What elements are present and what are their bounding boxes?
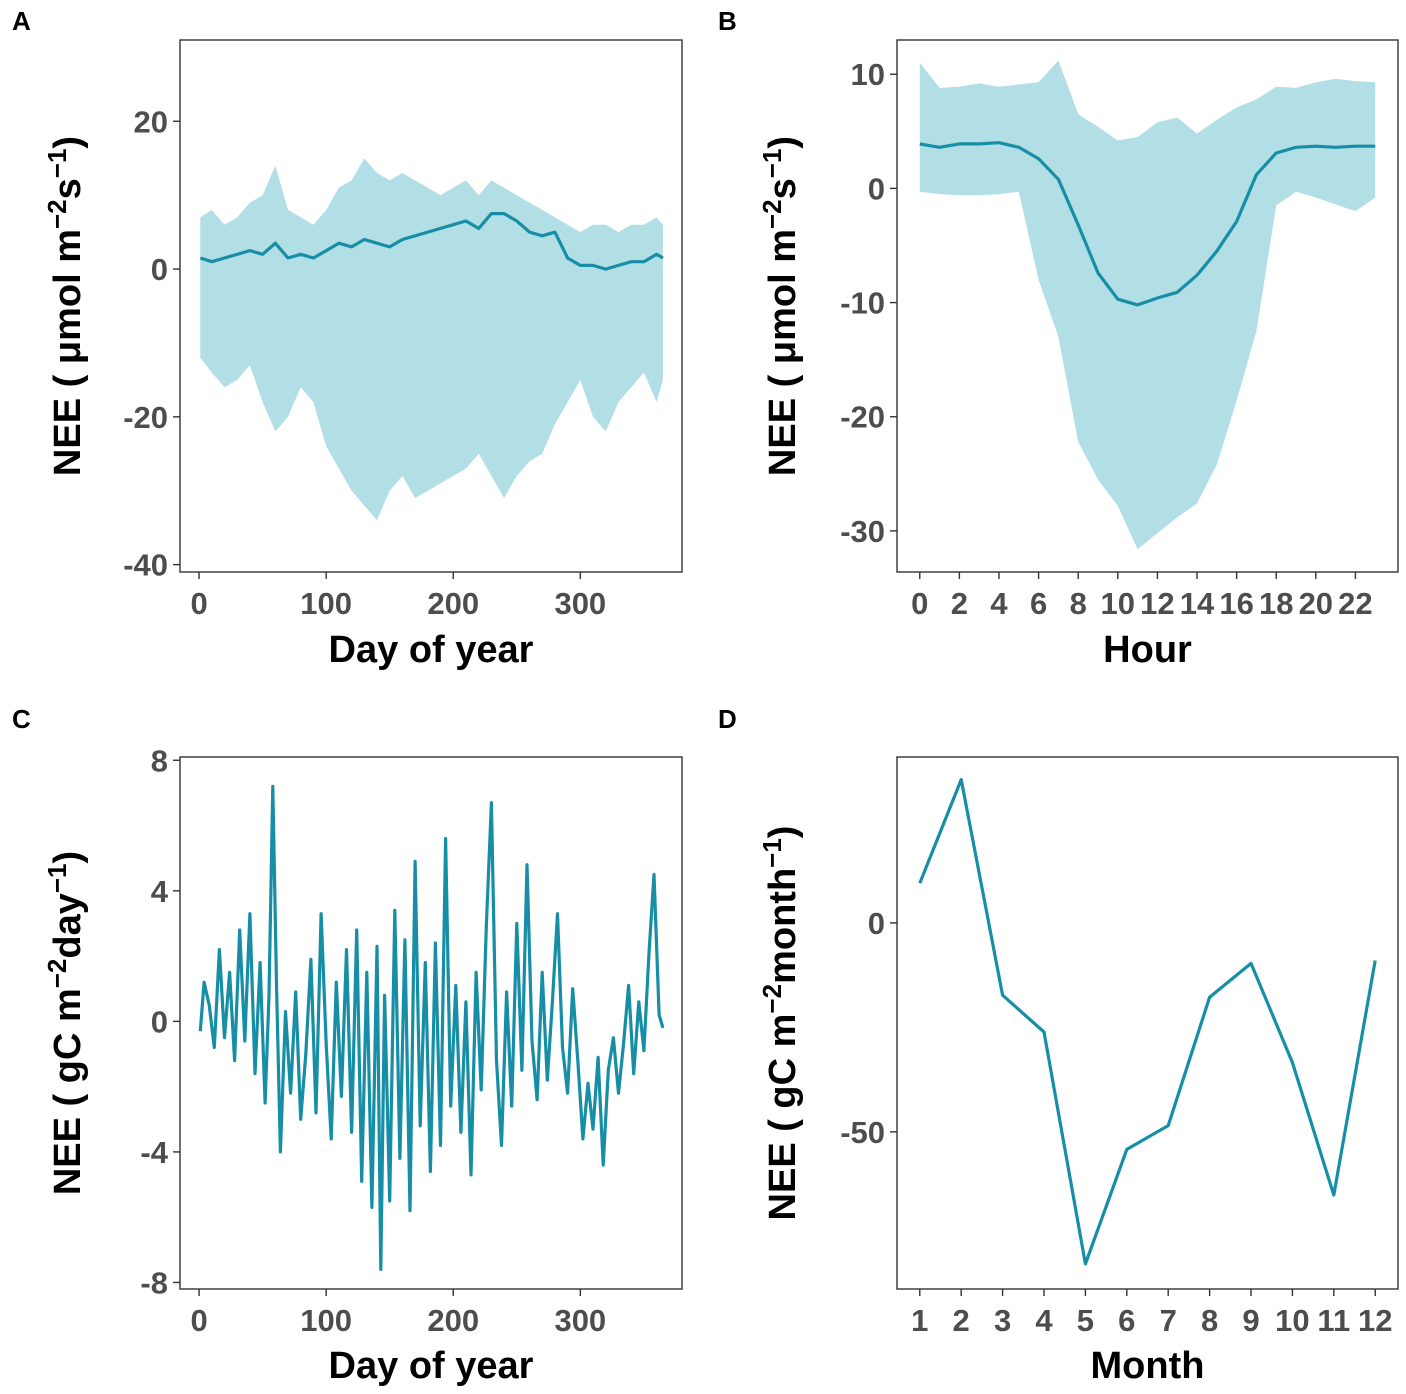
y-tick-label: 10 (851, 57, 885, 92)
x-tick-label: 4 (990, 586, 1008, 621)
range-band (200, 158, 663, 521)
y-axis-title: NEE ( μmol m−2s−1) (42, 136, 89, 476)
x-tick-label: 10 (1275, 1303, 1309, 1338)
plot-frame (896, 756, 1399, 1290)
y-axis-title-mid: month (762, 868, 804, 984)
range-band (919, 60, 1376, 550)
y-axis-title-main: NEE ( gC m (47, 988, 89, 1195)
y-axis-title-main: NEE ( μmol m (47, 229, 89, 476)
y-tick-label: 0 (868, 171, 885, 206)
x-tick-label: 14 (1180, 586, 1215, 621)
y-tick-label: -20 (840, 400, 885, 435)
y-axis-title: NEE ( μmol m−2s−1) (757, 136, 804, 476)
x-axis-title: Day of year (329, 1345, 534, 1387)
y-tick-label: -30 (840, 514, 885, 549)
x-tick-label: 0 (190, 586, 207, 621)
x-tick-label: 8 (1070, 586, 1087, 621)
x-tick-label: 2 (953, 1303, 970, 1338)
x-tick-label: 3 (994, 1303, 1011, 1338)
plot-frame (179, 756, 683, 1290)
y-axis-title-sup2: −1 (42, 149, 72, 179)
x-tick-label: 200 (427, 586, 479, 621)
y-tick-label: 4 (151, 874, 169, 909)
y-axis-title-end: ) (47, 136, 89, 149)
y-tick-label: -20 (123, 400, 168, 435)
y-tick-label: -8 (140, 1265, 168, 1300)
series-line (919, 141, 1376, 307)
y-tick-label: 0 (868, 906, 885, 941)
series-line (198, 784, 665, 1271)
y-axis-title-mid: s (762, 178, 804, 199)
x-tick-label: 6 (1030, 586, 1047, 621)
x-tick-label: 11 (1317, 1303, 1350, 1338)
panel-a: A 0 100 200 300 -40 -20 0 20 Day of year NEE ( μmo… (12, 6, 683, 671)
y-tick-label: 20 (134, 104, 168, 139)
x-tick-label: 16 (1219, 586, 1253, 621)
x-tick-label: 10 (1101, 586, 1135, 621)
x-tick-label: 5 (1077, 1303, 1094, 1338)
y-axis-title-end: ) (762, 136, 804, 149)
series-line (199, 212, 664, 271)
x-tick-label: 300 (554, 1303, 606, 1338)
y-axis-title-main: NEE ( gC m (762, 1014, 804, 1221)
y-axis-title-sup2: −1 (42, 863, 72, 893)
plot-frame (896, 39, 1399, 573)
x-tick-label: 9 (1242, 1303, 1259, 1338)
y-axis-title: NEE ( gC m−2day−1) (42, 851, 89, 1195)
y-axis-title-main: NEE ( μmol m (762, 229, 804, 476)
y-tick-label: 0 (151, 1004, 168, 1039)
y-tick-label: -10 (840, 286, 885, 321)
x-tick-label: 200 (427, 1303, 479, 1338)
x-tick-label: 22 (1338, 586, 1372, 621)
x-tick-label: 18 (1259, 586, 1293, 621)
x-axis-title: Hour (1103, 629, 1192, 671)
x-tick-label: 0 (911, 586, 928, 621)
x-tick-label: 0 (190, 1303, 207, 1338)
x-tick-label: 4 (1035, 1303, 1053, 1338)
y-tick-label: -40 (123, 548, 168, 583)
x-tick-label: 1 (911, 1303, 928, 1338)
panel-label: B (718, 6, 737, 36)
panel-label: A (12, 6, 31, 36)
y-axis-title-sup2: −1 (757, 838, 787, 868)
x-tick-label: 100 (300, 1303, 352, 1338)
x-axis-title: Month (1091, 1345, 1205, 1387)
y-tick-label: 0 (151, 252, 168, 287)
x-tick-label: 12 (1358, 1303, 1392, 1338)
series-line (918, 778, 1377, 1266)
y-tick-label: 8 (151, 743, 168, 778)
x-tick-label: 8 (1201, 1303, 1218, 1338)
y-tick-label: -4 (140, 1135, 168, 1170)
y-axis-title-sup1: −2 (757, 199, 787, 229)
y-axis-title-end: ) (762, 826, 804, 839)
x-tick-label: 20 (1299, 586, 1333, 621)
x-tick-label: 7 (1160, 1303, 1177, 1338)
y-axis-title-sup1: −2 (757, 984, 787, 1014)
x-tick-label: 6 (1118, 1303, 1135, 1338)
y-axis-title-mid: s (47, 178, 89, 199)
y-axis-title-mid: day (47, 893, 89, 958)
x-tick-label: 2 (951, 586, 968, 621)
x-tick-label: 300 (554, 586, 606, 621)
panel-label: C (12, 704, 31, 734)
y-axis-title-sup1: −2 (42, 959, 72, 989)
y-axis-title-sup2: −1 (757, 149, 787, 179)
x-tick-label: 12 (1140, 586, 1174, 621)
panel-b: B0 2 4 6 8 10 12 14 16 18 20 22-30-20-10010HourNEE … (718, 6, 1399, 671)
y-axis-title: NEE ( gC m−2month−1) (757, 826, 804, 1221)
panel-label: D (718, 704, 737, 734)
x-axis-title: Day of year (329, 629, 534, 671)
y-axis-title-sup1: −2 (42, 199, 72, 229)
plot-frame (179, 39, 683, 573)
y-axis-title-end: ) (47, 851, 89, 864)
y-tick-label: -50 (840, 1115, 885, 1150)
x-tick-label: 100 (300, 586, 352, 621)
